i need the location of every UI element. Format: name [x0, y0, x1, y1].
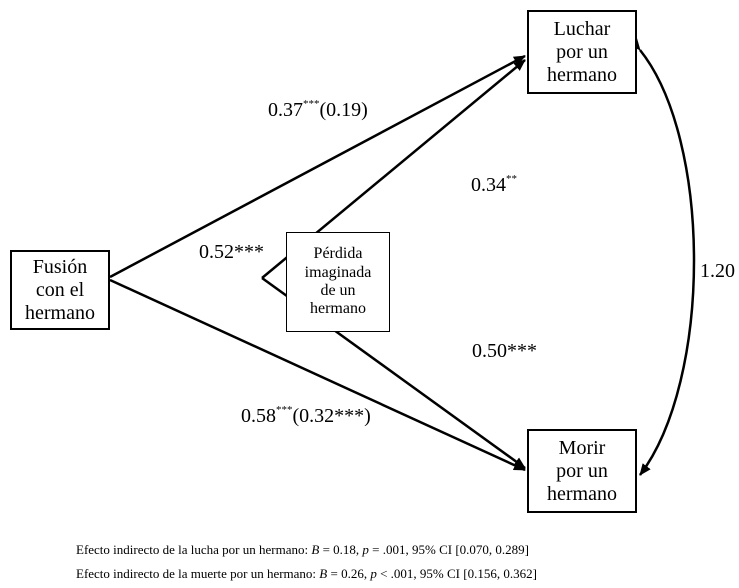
footnote-muerte-b-label: B — [319, 566, 328, 581]
label-perdida-morir: 0.50*** — [472, 340, 537, 362]
footnote-muerte-p-label: p — [370, 566, 377, 581]
label-perdida-luchar: 0.34** — [471, 174, 517, 197]
footnote-lucha-p-label: p — [362, 542, 369, 557]
label-perdida-luchar-sig: ** — [506, 173, 517, 186]
label-fusion-luchar: 0.37***(0.19) — [268, 99, 368, 122]
edge-luchar-morir-covariance — [629, 38, 696, 476]
footnote-muerte: Efecto indirecto de la muerte por un her… — [76, 566, 537, 582]
label-fusion-perdida: 0.52*** — [199, 241, 264, 263]
footnote-muerte-b-value: = 0.26, — [327, 566, 371, 581]
footnote-lucha: Efecto indirecto de la lucha por un herm… — [76, 542, 529, 558]
node-morir-label: Morir por un hermano — [547, 436, 617, 505]
node-luchar-label: Luchar por un hermano — [547, 17, 617, 86]
footnote-lucha-b-label: B — [311, 542, 320, 557]
footnote-lucha-p-value: = .001, 95% CI [0.070, 0.289] — [368, 542, 529, 557]
edge-fusion-to-morir — [109, 278, 526, 472]
edge-fusion-to-luchar — [109, 54, 526, 279]
node-luchar: Luchar por un hermano — [527, 10, 637, 94]
node-fusion-label: Fusión con el hermano — [25, 255, 95, 324]
label-fusion-morir-sig: *** — [276, 404, 293, 417]
label-fusion-morir-paren: (0.32***) — [292, 405, 371, 427]
label-fusion-morir: 0.58***(0.32***) — [241, 405, 371, 428]
footnote-muerte-prefix: Efecto indirecto de la muerte por un her… — [76, 566, 320, 581]
footnote-lucha-prefix: Efecto indirecto de la lucha por un herm… — [76, 542, 312, 557]
label-fusion-luchar-sig: *** — [303, 98, 320, 111]
node-fusion: Fusión con el hermano — [10, 250, 110, 330]
footnote-muerte-p-value: < .001, 95% CI [0.156, 0.362] — [376, 566, 537, 581]
label-fusion-morir-coef: 0.58 — [241, 405, 276, 427]
label-luchar-morir: 1.20 — [700, 260, 735, 282]
label-perdida-luchar-coef: 0.34 — [471, 174, 506, 196]
node-perdida-label: Pérdida imaginada de un hermano — [304, 245, 372, 318]
label-fusion-luchar-paren: (0.19) — [319, 99, 368, 121]
label-fusion-luchar-coef: 0.37 — [268, 99, 303, 121]
node-morir: Morir por un hermano — [527, 429, 637, 513]
footnote-lucha-b-value: = 0.18, — [319, 542, 363, 557]
node-perdida: Pérdida imaginada de un hermano — [286, 232, 390, 332]
